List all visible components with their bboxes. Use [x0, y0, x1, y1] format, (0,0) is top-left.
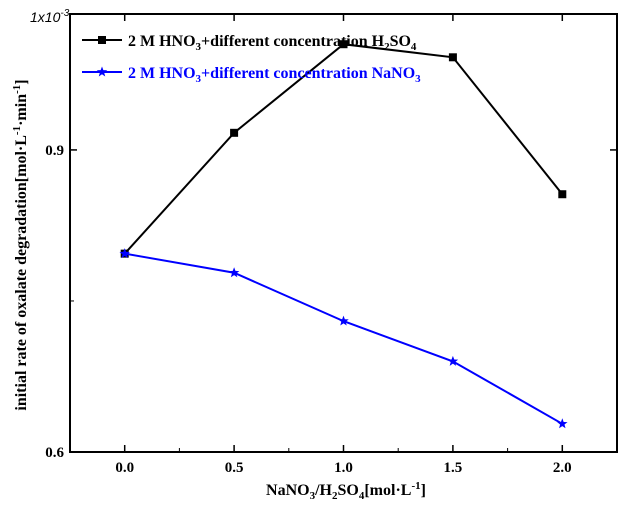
legend-marker-star — [96, 66, 108, 77]
x-tick-label: 1.5 — [444, 460, 463, 476]
data-point-square — [339, 40, 348, 49]
x-axis-title: NaNO3/H2SO4[mol·L-1] — [266, 480, 426, 500]
legend-label-nano3: 2 M HNO3+different concentration NaNO3 — [128, 65, 421, 85]
data-point-square — [448, 53, 457, 62]
series-layer — [119, 40, 568, 429]
legend-entry-h2so4: 2 M HNO3+different concentration H2SO4 — [82, 33, 417, 53]
data-point-star — [119, 248, 130, 259]
data-point-star — [338, 315, 349, 326]
legend: 2 M HNO3+different concentration H2SO4 2… — [82, 33, 421, 85]
y-multiplier: 1x10-3 — [30, 8, 70, 25]
legend-entry-nano3: 2 M HNO3+different concentration NaNO3 — [82, 65, 421, 85]
x-tick-label: 0.0 — [115, 460, 134, 476]
legend-label-h2so4: 2 M HNO3+different concentration H2SO4 — [128, 33, 417, 53]
x-tick-label: 1.0 — [334, 460, 353, 476]
data-point-star — [557, 418, 568, 429]
series-line-nano3 — [124, 252, 563, 425]
y-tick-label: 0.9 — [45, 143, 64, 159]
x-tick-label: 2.0 — [553, 460, 572, 476]
legend-marker-square — [98, 36, 106, 44]
y-tick-label: 0.6 — [45, 445, 64, 461]
x-tick-label: 0.5 — [225, 460, 244, 476]
y-axis-title: initial rate of oxalate degradation[mol·… — [11, 79, 30, 410]
axes-layer: 0.0 0.5 1.0 1.5 2.0 0.6 0.9 — [45, 14, 618, 476]
data-point-square — [230, 128, 239, 137]
data-point-star — [228, 267, 240, 278]
data-point-star — [447, 355, 459, 366]
data-point-square — [558, 190, 567, 199]
